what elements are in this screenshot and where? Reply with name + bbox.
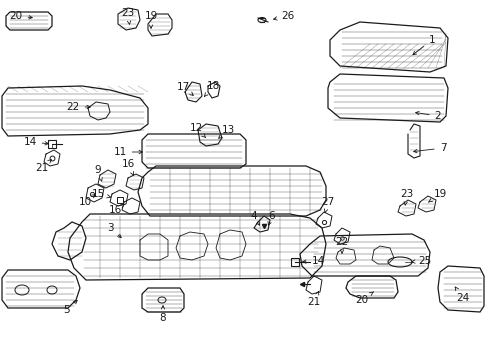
Text: 22: 22 xyxy=(66,102,90,112)
Text: 8: 8 xyxy=(160,306,166,323)
Text: 14: 14 xyxy=(302,256,324,266)
Text: 2: 2 xyxy=(415,111,440,121)
Text: 4: 4 xyxy=(250,211,259,225)
Text: 15: 15 xyxy=(91,189,110,199)
Text: 19: 19 xyxy=(144,11,157,28)
Text: 22: 22 xyxy=(335,237,348,253)
Text: 17: 17 xyxy=(176,82,193,95)
Text: 6: 6 xyxy=(267,211,275,225)
Text: 21: 21 xyxy=(307,291,320,307)
Text: 5: 5 xyxy=(62,300,77,315)
Text: 24: 24 xyxy=(454,287,468,303)
Text: 18: 18 xyxy=(204,81,219,96)
Text: 26: 26 xyxy=(273,11,294,21)
Bar xyxy=(48,140,56,148)
Text: 13: 13 xyxy=(218,125,234,138)
Text: 23: 23 xyxy=(121,8,134,24)
Text: 23: 23 xyxy=(400,189,413,205)
Text: 25: 25 xyxy=(411,256,431,266)
Text: 27: 27 xyxy=(321,197,334,213)
Text: 20: 20 xyxy=(9,11,32,21)
Text: 20: 20 xyxy=(355,292,373,305)
Text: 1: 1 xyxy=(412,35,434,55)
Text: 19: 19 xyxy=(427,189,446,202)
Text: 12: 12 xyxy=(189,123,205,138)
Text: 21: 21 xyxy=(35,159,51,173)
Text: 16: 16 xyxy=(121,159,134,175)
Text: 11: 11 xyxy=(113,147,142,157)
Text: 14: 14 xyxy=(23,137,48,147)
Text: 7: 7 xyxy=(413,143,446,153)
Bar xyxy=(290,258,298,266)
Text: 16: 16 xyxy=(108,204,124,215)
Text: 3: 3 xyxy=(106,223,121,238)
Text: 9: 9 xyxy=(95,165,102,181)
Text: 10: 10 xyxy=(78,194,95,207)
